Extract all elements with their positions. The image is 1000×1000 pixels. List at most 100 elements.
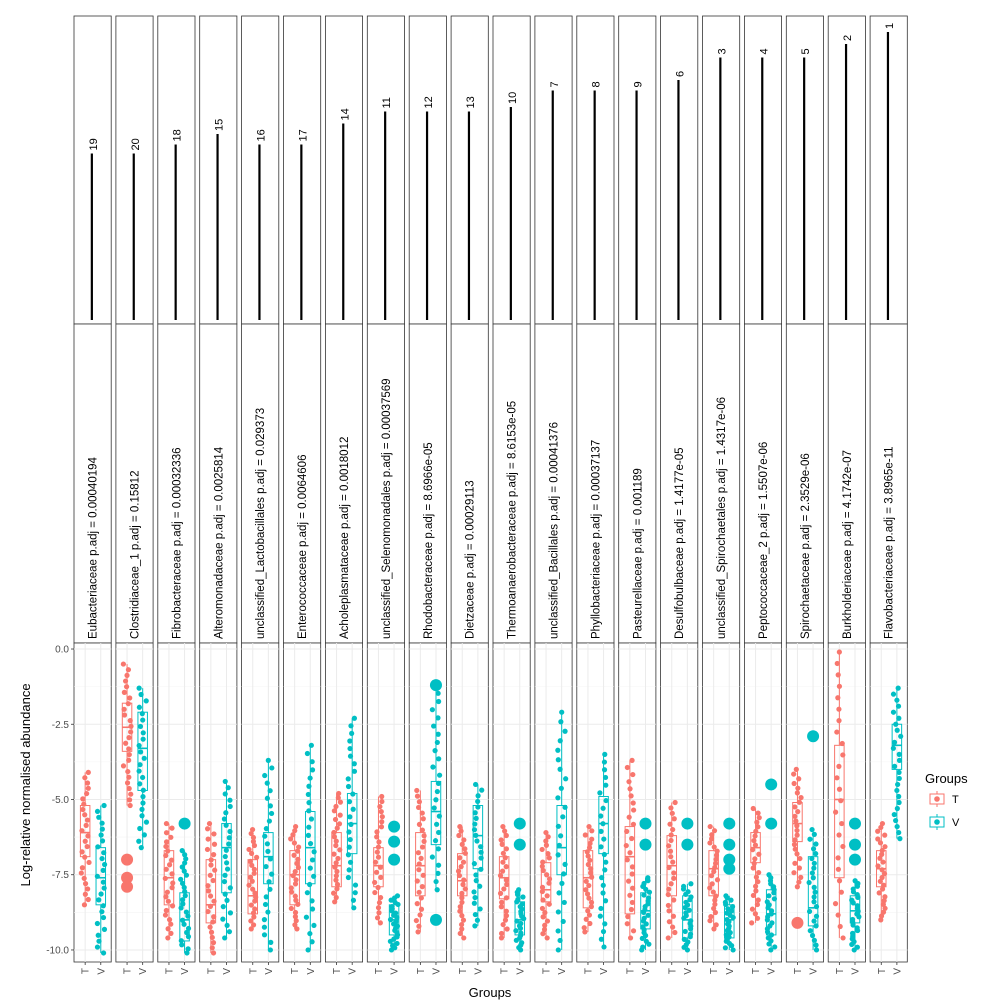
data-point — [893, 817, 899, 824]
data-point — [898, 733, 904, 739]
data-point — [180, 897, 186, 903]
data-point — [222, 853, 228, 860]
data-point — [602, 774, 609, 781]
data-point — [711, 828, 718, 834]
data-point — [165, 926, 171, 932]
data-point — [794, 823, 800, 829]
data-point — [455, 868, 462, 874]
data-point — [795, 809, 801, 815]
data-point — [307, 881, 313, 888]
data-point — [624, 764, 630, 771]
data-point — [82, 812, 88, 818]
data-point — [248, 850, 255, 857]
data-point — [211, 914, 217, 920]
x-tick-label: V — [180, 968, 191, 975]
data-point — [293, 918, 299, 924]
data-point — [268, 939, 274, 945]
data-point — [477, 906, 483, 912]
y-tick-label: -5.0 — [52, 795, 70, 806]
data-point — [670, 913, 677, 919]
data-point — [250, 922, 257, 928]
data-point — [556, 842, 562, 848]
outlier-point — [723, 853, 736, 866]
data-point — [502, 855, 508, 861]
data-point — [589, 836, 595, 842]
data-point — [836, 878, 843, 884]
data-point — [753, 828, 759, 834]
data-point — [896, 775, 902, 782]
plot-panel — [450, 642, 489, 963]
box — [582, 850, 594, 909]
data-point — [345, 783, 352, 790]
facet-strip-label: unclassified_Spirochaetales p.adj = 1.43… — [716, 397, 728, 639]
data-point — [346, 799, 353, 805]
plot-panel — [576, 642, 615, 963]
data-point — [597, 790, 603, 796]
data-point — [138, 749, 144, 755]
facet-strip — [199, 323, 238, 644]
box — [792, 802, 803, 843]
data-point — [137, 762, 143, 768]
data-point — [212, 867, 218, 873]
data-point — [346, 867, 352, 873]
data-point — [854, 925, 860, 931]
data-point — [126, 774, 132, 780]
data-point — [430, 764, 436, 770]
data-point — [752, 833, 758, 839]
data-point — [184, 929, 190, 936]
data-point — [346, 844, 352, 850]
data-point — [891, 811, 897, 818]
data-point — [811, 865, 817, 871]
x-tick-label: T — [542, 968, 553, 974]
data-point — [292, 914, 299, 920]
data-point — [723, 893, 729, 899]
facet-panel: 17 Enterococcaceae p.adj = 0.0064606 T V — [283, 15, 322, 975]
data-point — [811, 831, 817, 838]
data-point — [472, 911, 478, 918]
data-point — [708, 873, 715, 879]
data-point — [756, 815, 762, 821]
facet-strip — [492, 323, 531, 644]
data-point — [793, 766, 799, 772]
data-point — [894, 727, 900, 733]
outlier-point — [121, 880, 134, 893]
data-point — [261, 924, 268, 930]
data-point — [333, 877, 339, 883]
data-point — [792, 837, 798, 843]
facet-panel: 11 unclassified_Selenomonadales p.adj = 0… — [366, 15, 405, 975]
data-point — [351, 768, 358, 774]
data-point — [585, 853, 591, 859]
data-point — [414, 901, 420, 907]
data-point — [288, 905, 294, 912]
data-point — [498, 904, 504, 910]
data-point — [629, 899, 635, 906]
data-point — [262, 833, 268, 839]
data-point — [311, 849, 317, 855]
data-point — [892, 763, 898, 769]
facet-strip-label: Thermoanaerobacteraceae p.adj = 8.6153e-… — [507, 401, 519, 639]
data-point — [210, 950, 217, 956]
data-point — [377, 803, 383, 810]
data-point — [895, 685, 901, 691]
data-point — [598, 844, 604, 850]
data-point — [436, 756, 442, 762]
data-point — [331, 808, 337, 814]
data-point — [791, 771, 797, 777]
data-point — [555, 747, 561, 753]
data-point — [807, 928, 813, 934]
data-point — [879, 851, 885, 857]
facet-strip-label: Phyllobacteriaceae p.adj = 0.00037137 — [590, 440, 602, 639]
data-point — [875, 828, 881, 834]
data-point — [477, 883, 483, 889]
data-point — [206, 820, 213, 827]
data-point — [435, 870, 441, 877]
data-point — [811, 884, 817, 890]
data-point — [809, 855, 815, 862]
data-point — [352, 890, 358, 896]
data-point — [99, 909, 105, 915]
data-point — [227, 885, 233, 891]
data-point — [222, 935, 228, 941]
data-point — [835, 855, 841, 861]
data-point — [183, 856, 189, 862]
data-point — [603, 859, 609, 865]
